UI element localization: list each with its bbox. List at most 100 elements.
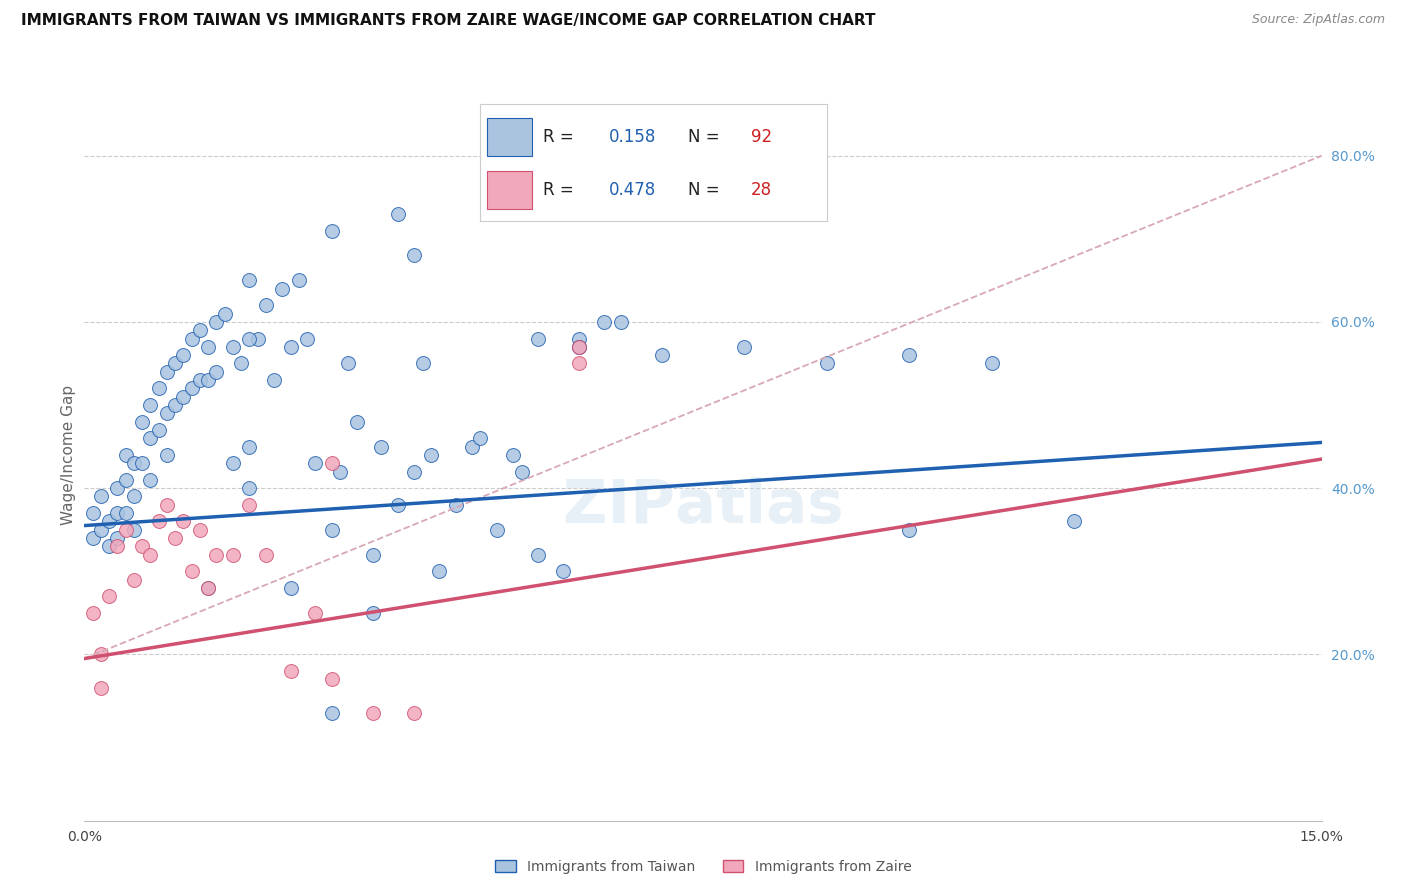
Point (131, 456, 153, 470)
Point (280, 581, 302, 595)
Point (114, 473, 136, 487)
Point (90, 648, 112, 662)
Point (90, 490, 112, 504)
Point (131, 415, 153, 429)
Point (568, 340, 591, 354)
Point (172, 348, 194, 362)
Point (238, 498, 260, 512)
Point (609, 315, 631, 329)
Point (188, 373, 211, 387)
Point (90, 523, 112, 537)
Point (238, 481, 260, 495)
Point (238, 273, 260, 287)
Point (254, 298, 277, 312)
Point (222, 548, 245, 562)
Point (197, 581, 219, 595)
Point (214, 307, 236, 321)
Point (288, 273, 311, 287)
Point (527, 548, 550, 562)
Point (361, 548, 384, 562)
Point (733, 340, 755, 354)
Point (419, 448, 441, 462)
Point (898, 348, 921, 362)
Point (361, 706, 384, 720)
Point (370, 440, 392, 454)
Point (502, 448, 524, 462)
Point (139, 398, 162, 412)
Point (197, 373, 219, 387)
Point (122, 456, 145, 470)
Point (131, 539, 153, 553)
Point (427, 564, 450, 578)
Point (485, 523, 508, 537)
Point (404, 706, 426, 720)
Point (361, 606, 384, 620)
Point (222, 456, 245, 470)
Point (205, 548, 228, 562)
Point (98, 589, 121, 603)
Point (387, 498, 409, 512)
Point (321, 523, 343, 537)
Point (122, 523, 145, 537)
Point (180, 332, 202, 346)
Point (404, 248, 426, 262)
Point (98, 539, 121, 553)
Point (271, 282, 294, 296)
Point (568, 332, 591, 346)
Point (82, 606, 104, 620)
Point (188, 323, 211, 337)
Point (444, 498, 467, 512)
Point (105, 539, 128, 553)
Point (122, 490, 145, 504)
Point (412, 356, 434, 370)
Point (980, 356, 1002, 370)
Text: IMMIGRANTS FROM TAIWAN VS IMMIGRANTS FROM ZAIRE WAGE/INCOME GAP CORRELATION CHAR: IMMIGRANTS FROM TAIWAN VS IMMIGRANTS FRO… (21, 13, 876, 29)
Point (222, 340, 245, 354)
Point (229, 356, 252, 370)
Point (156, 406, 179, 420)
Point (148, 515, 170, 529)
Point (197, 340, 219, 354)
Point (304, 456, 326, 470)
Point (387, 207, 409, 221)
Point (180, 564, 202, 578)
Point (238, 440, 260, 454)
Point (1063, 515, 1085, 529)
Point (188, 523, 211, 537)
Point (238, 332, 260, 346)
Legend: Immigrants from Taiwan, Immigrants from Zaire: Immigrants from Taiwan, Immigrants from … (489, 855, 917, 880)
Point (165, 356, 187, 370)
Point (461, 440, 484, 454)
Point (280, 340, 302, 354)
Point (114, 506, 136, 520)
Point (898, 523, 921, 537)
Point (551, 564, 574, 578)
Point (156, 365, 179, 379)
Point (105, 531, 128, 545)
Point (114, 523, 136, 537)
Point (321, 223, 343, 237)
Point (263, 373, 285, 387)
Point (568, 340, 591, 354)
Point (295, 332, 318, 346)
Point (651, 348, 673, 362)
Point (156, 448, 179, 462)
Point (304, 606, 326, 620)
Point (105, 481, 128, 495)
Point (197, 581, 219, 595)
Point (165, 398, 187, 412)
Point (321, 673, 343, 687)
Point (593, 315, 616, 329)
Text: Source: ZipAtlas.com: Source: ZipAtlas.com (1251, 13, 1385, 27)
Point (156, 498, 179, 512)
Point (82, 506, 104, 520)
Point (139, 431, 162, 445)
Point (246, 332, 269, 346)
Point (337, 356, 360, 370)
Point (321, 706, 343, 720)
Point (205, 365, 228, 379)
Point (165, 531, 187, 545)
Point (815, 356, 838, 370)
Point (404, 465, 426, 479)
Point (510, 465, 533, 479)
